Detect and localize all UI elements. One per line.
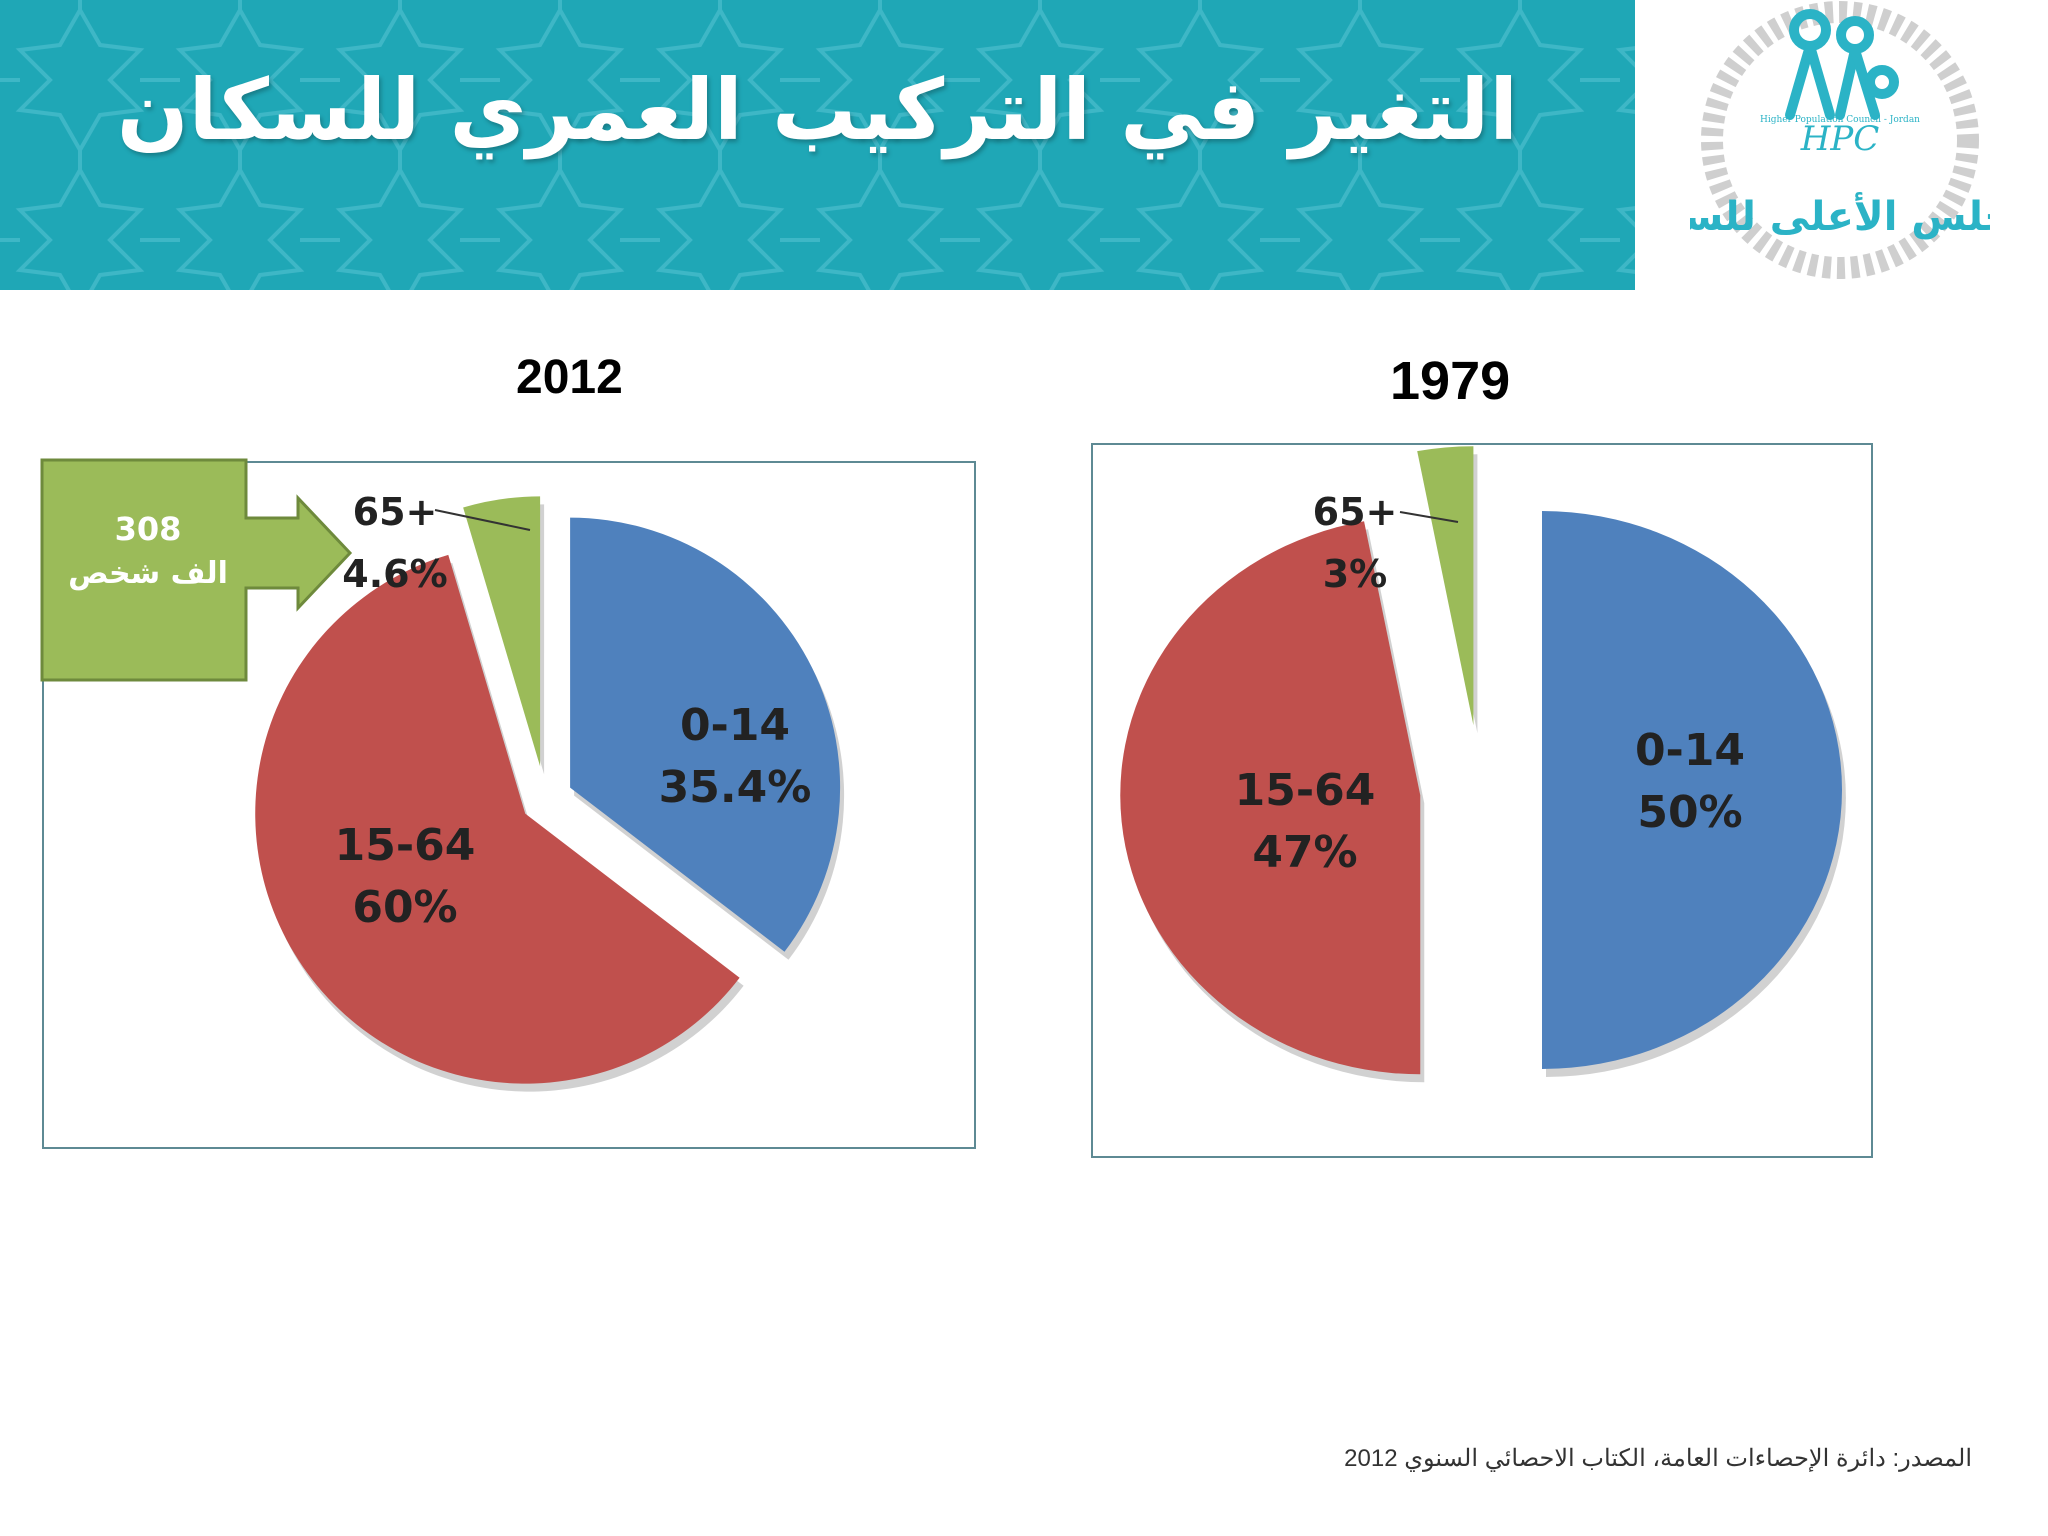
slice-2012-15-64 (255, 554, 740, 1084)
label-value-2012-0: 35.4% (659, 762, 812, 813)
slice-1979-0-14 (1542, 511, 1842, 1069)
leader-line-1979 (1399, 511, 1459, 523)
label-value-2012-1: 60% (352, 882, 457, 933)
title-banner: التغير في التركيب العمري للسكان (0, 0, 1635, 290)
slice-1979-15-64 (1120, 521, 1421, 1075)
callout-arrow (40, 458, 353, 682)
leader-line-2012 (434, 509, 531, 531)
hpc-logo: HPC Higher Population Council - Jordan ا… (1690, 0, 1990, 290)
label-category-1979-1: 15-64 (1235, 765, 1376, 816)
callout-value: 308 (114, 510, 182, 548)
geometric-pattern (0, 0, 1635, 290)
label-value-1979-1: 47% (1252, 827, 1357, 878)
label-category-1979-2: 65+ (1313, 490, 1398, 534)
slice-1979-65+ (1417, 446, 1474, 726)
slice-2012-0-14 (570, 517, 841, 952)
callout-unit: الف شخص (68, 556, 228, 591)
label-category-1979-0: 0-14 (1635, 725, 1745, 776)
logo-name-en: Higher Population Council - Jordan (1760, 115, 1920, 125)
label-value-2012-2: 4.6% (342, 552, 447, 596)
logo-name-ar: المجلس الأعلى للسكان (1690, 191, 1990, 240)
slice-2012-65+ (463, 496, 541, 767)
chart-title-1979: 1979 (1390, 351, 1511, 411)
label-category-2012-2: 65+ (353, 490, 438, 534)
logo-abbr: HPC (1800, 119, 1880, 159)
label-value-1979-0: 50% (1637, 787, 1742, 838)
page-title: التغير في التركيب العمري للسكان (116, 61, 1519, 159)
label-category-2012-1: 15-64 (335, 820, 476, 871)
label-value-1979-2: 3% (1323, 552, 1388, 596)
label-category-2012-0: 0-14 (680, 700, 790, 751)
chart-title-2012: 2012 (516, 351, 623, 404)
source-note: المصدر: دائرة الإحصاءات العامة، الكتاب ا… (1344, 1445, 1972, 1472)
